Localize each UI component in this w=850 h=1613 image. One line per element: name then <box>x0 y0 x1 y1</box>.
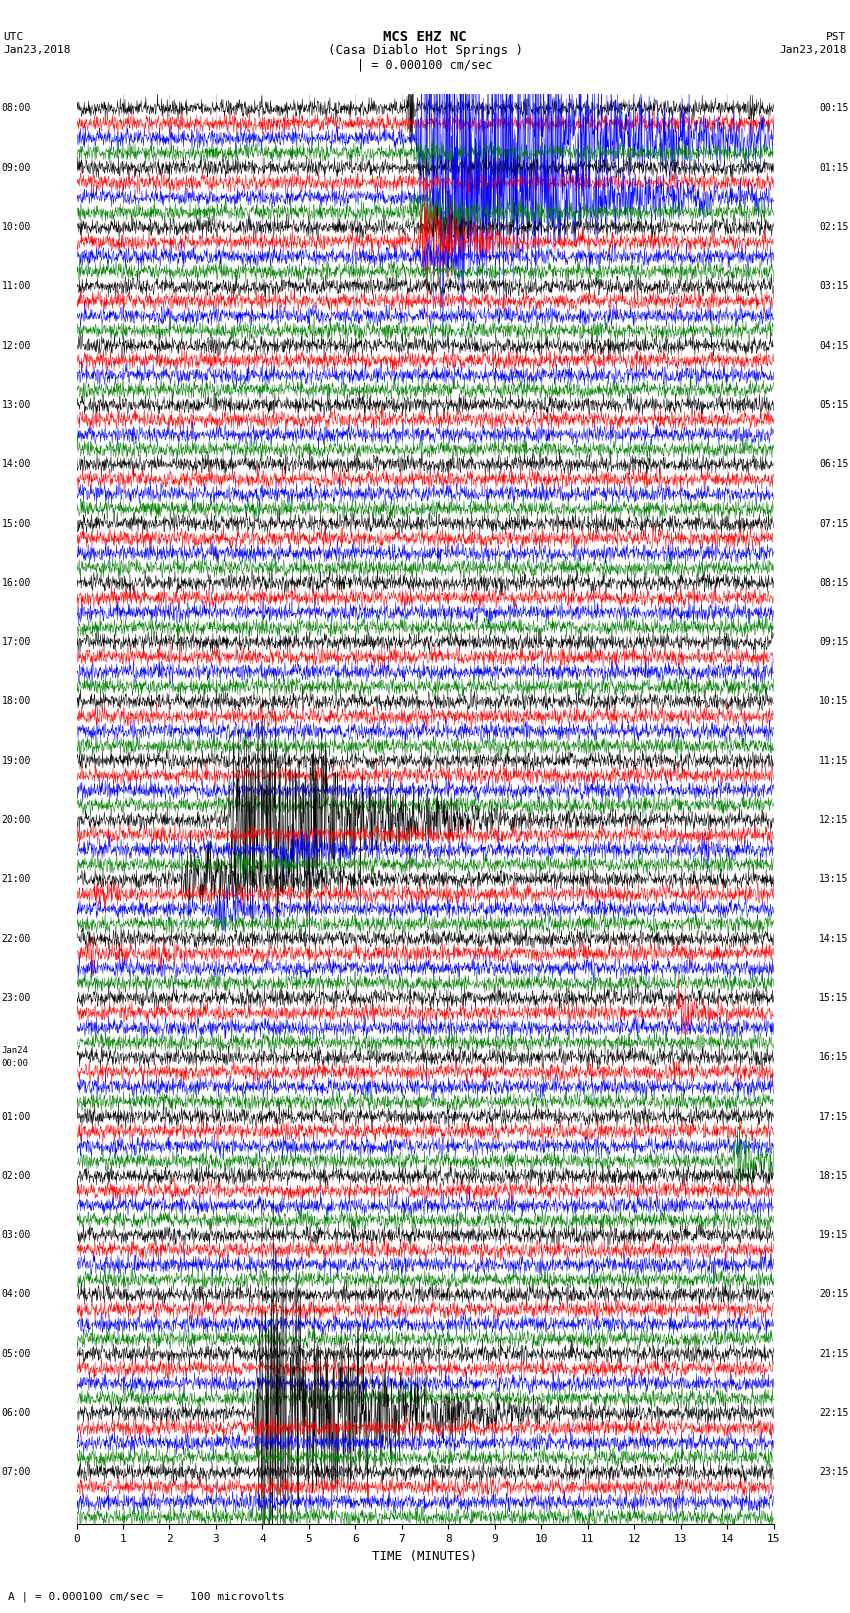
Text: 04:15: 04:15 <box>819 340 848 350</box>
Text: 21:00: 21:00 <box>2 874 31 884</box>
Text: 08:15: 08:15 <box>819 577 848 587</box>
Text: 11:15: 11:15 <box>819 756 848 766</box>
Text: 06:00: 06:00 <box>2 1408 31 1418</box>
Text: 07:15: 07:15 <box>819 518 848 529</box>
Text: 15:00: 15:00 <box>2 518 31 529</box>
Text: 03:00: 03:00 <box>2 1231 31 1240</box>
Text: Jan24: Jan24 <box>2 1047 29 1055</box>
Text: 13:00: 13:00 <box>2 400 31 410</box>
X-axis label: TIME (MINUTES): TIME (MINUTES) <box>372 1550 478 1563</box>
Text: 20:15: 20:15 <box>819 1289 848 1300</box>
Text: UTC: UTC <box>3 32 24 42</box>
Text: 01:15: 01:15 <box>819 163 848 173</box>
Text: 02:15: 02:15 <box>819 223 848 232</box>
Text: 22:15: 22:15 <box>819 1408 848 1418</box>
Text: 14:15: 14:15 <box>819 934 848 944</box>
Text: 23:00: 23:00 <box>2 994 31 1003</box>
Text: 14:00: 14:00 <box>2 460 31 469</box>
Text: 17:15: 17:15 <box>819 1111 848 1121</box>
Text: 05:00: 05:00 <box>2 1348 31 1358</box>
Text: 05:15: 05:15 <box>819 400 848 410</box>
Text: 09:00: 09:00 <box>2 163 31 173</box>
Text: 16:00: 16:00 <box>2 577 31 587</box>
Text: 13:15: 13:15 <box>819 874 848 884</box>
Text: 21:15: 21:15 <box>819 1348 848 1358</box>
Text: 08:00: 08:00 <box>2 103 31 113</box>
Text: 11:00: 11:00 <box>2 281 31 292</box>
Text: 17:00: 17:00 <box>2 637 31 647</box>
Text: PST: PST <box>826 32 847 42</box>
Text: (Casa Diablo Hot Springs ): (Casa Diablo Hot Springs ) <box>327 44 523 56</box>
Text: 03:15: 03:15 <box>819 281 848 292</box>
Text: 19:00: 19:00 <box>2 756 31 766</box>
Text: 10:00: 10:00 <box>2 223 31 232</box>
Text: 10:15: 10:15 <box>819 697 848 706</box>
Text: 16:15: 16:15 <box>819 1052 848 1063</box>
Text: 04:00: 04:00 <box>2 1289 31 1300</box>
Text: 15:15: 15:15 <box>819 994 848 1003</box>
Text: 06:15: 06:15 <box>819 460 848 469</box>
Text: 18:15: 18:15 <box>819 1171 848 1181</box>
Text: Jan23,2018: Jan23,2018 <box>3 45 71 55</box>
Text: 01:00: 01:00 <box>2 1111 31 1121</box>
Text: 07:00: 07:00 <box>2 1468 31 1478</box>
Text: 12:15: 12:15 <box>819 815 848 824</box>
Text: MCS EHZ NC: MCS EHZ NC <box>383 31 467 44</box>
Text: | = 0.000100 cm/sec: | = 0.000100 cm/sec <box>357 58 493 71</box>
Text: 18:00: 18:00 <box>2 697 31 706</box>
Text: 19:15: 19:15 <box>819 1231 848 1240</box>
Text: 20:00: 20:00 <box>2 815 31 824</box>
Text: 00:00: 00:00 <box>2 1060 29 1068</box>
Text: 23:15: 23:15 <box>819 1468 848 1478</box>
Text: 12:00: 12:00 <box>2 340 31 350</box>
Text: 09:15: 09:15 <box>819 637 848 647</box>
Text: 00:15: 00:15 <box>819 103 848 113</box>
Text: A | = 0.000100 cm/sec =    100 microvolts: A | = 0.000100 cm/sec = 100 microvolts <box>8 1592 286 1602</box>
Text: 22:00: 22:00 <box>2 934 31 944</box>
Text: Jan23,2018: Jan23,2018 <box>779 45 847 55</box>
Text: 02:00: 02:00 <box>2 1171 31 1181</box>
